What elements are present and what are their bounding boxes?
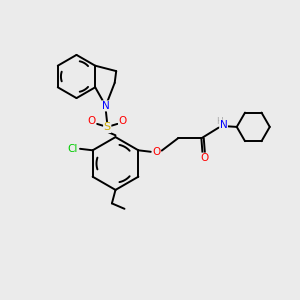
Text: N: N — [220, 120, 227, 130]
Text: N: N — [102, 101, 110, 111]
Text: Cl: Cl — [67, 144, 77, 154]
Text: O: O — [88, 116, 96, 126]
Text: O: O — [152, 147, 160, 157]
Text: O: O — [200, 153, 208, 163]
Text: S: S — [103, 122, 111, 133]
Text: H: H — [216, 117, 223, 126]
Text: O: O — [119, 116, 127, 126]
